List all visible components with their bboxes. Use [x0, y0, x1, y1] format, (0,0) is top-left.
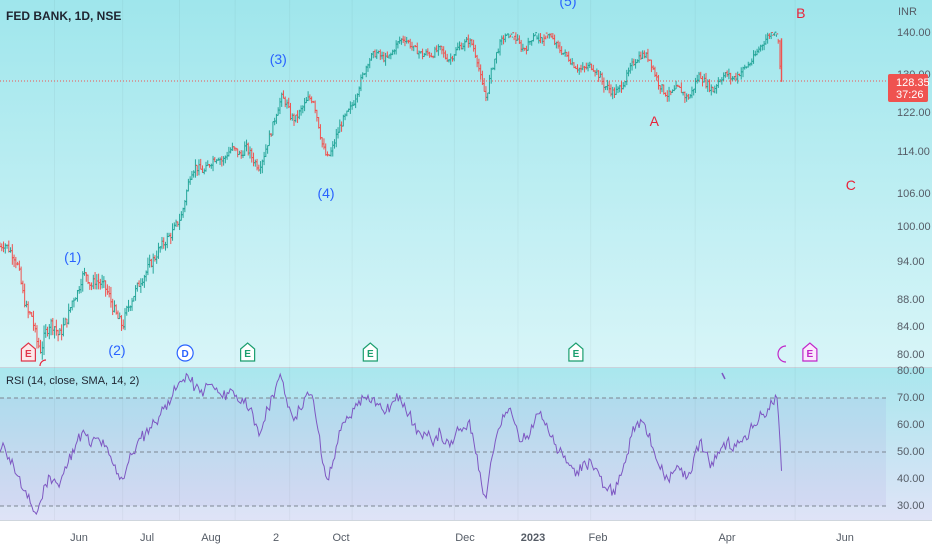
- rsi-indicator: [0, 372, 886, 516]
- chart-title: FED BANK, 1D, NSE: [6, 9, 121, 23]
- wave-circle-mark: [777, 345, 787, 363]
- time-axis-label: Jun: [70, 532, 88, 544]
- price-axis-label: 88.00: [897, 294, 925, 306]
- price-axis-label: 106.00: [897, 188, 931, 200]
- event-badge-letter: E: [573, 349, 580, 360]
- wave-label: (1): [64, 249, 81, 265]
- price-axis-label: 94.00: [897, 256, 925, 268]
- event-badge[interactable]: E: [802, 342, 818, 362]
- price-axis-label: 84.00: [897, 321, 925, 333]
- price-axis-label: 140.00: [897, 27, 931, 39]
- rsi-line: [0, 372, 782, 516]
- price-pane[interactable]: [0, 0, 932, 367]
- rsi-axis-label: 70.00: [897, 392, 925, 404]
- event-badge-letter: D: [182, 349, 189, 360]
- event-badge[interactable]: E: [362, 342, 378, 362]
- price-axis-label: 100.00: [897, 221, 931, 233]
- time-axis-label: Oct: [332, 532, 349, 544]
- event-badge[interactable]: E: [240, 342, 256, 362]
- price-axis-label: 122.00: [897, 107, 931, 119]
- wave-label: (3): [270, 51, 287, 67]
- countdown-timer: 37:26: [896, 89, 924, 101]
- event-badge[interactable]: D: [176, 344, 194, 362]
- time-axis-label: 2023: [521, 532, 545, 544]
- price-axis-label: 114.00: [897, 146, 930, 158]
- rsi-mark: [721, 372, 726, 380]
- wave-label: (5): [559, 0, 576, 9]
- grid-lines: [54, 0, 796, 520]
- time-axis-label: Dec: [455, 532, 475, 544]
- x-axis[interactable]: [0, 520, 932, 550]
- last-price-value: 128.35: [896, 77, 930, 89]
- rsi-axis-label: 30.00: [897, 500, 925, 512]
- time-axis-label: Feb: [589, 532, 608, 544]
- last-price-tag[interactable]: 128.35 37:26: [888, 74, 930, 102]
- event-badge-letter: E: [367, 349, 374, 360]
- wave-label: (2): [108, 342, 125, 358]
- time-axis-label: Jun: [836, 532, 854, 544]
- rsi-axis-label: 40.00: [897, 473, 925, 485]
- rsi-axis-label: 60.00: [897, 419, 925, 431]
- wave-label: (4): [317, 185, 334, 201]
- wave-circle-mark: [39, 359, 47, 367]
- price-axis-label: 80.00: [897, 349, 925, 361]
- event-badge-letter: E: [25, 349, 32, 360]
- rsi-title: RSI (14, close, SMA, 14, 2): [6, 375, 139, 387]
- event-badge-letter: E: [244, 349, 251, 360]
- ohlc-bars: [0, 31, 783, 360]
- time-axis-label: Apr: [718, 532, 735, 544]
- wave-labels: (1) (2) (3) (4) (5) A B C: [64, 0, 856, 358]
- rsi-axis-label: 80.00: [897, 365, 925, 377]
- event-badge-letter: E: [807, 349, 814, 360]
- wave-label: A: [650, 113, 660, 129]
- wave-label: B: [796, 5, 805, 21]
- time-axis-label: Aug: [201, 532, 221, 544]
- rsi-axis-label: 50.00: [897, 446, 925, 458]
- time-axis-label: 2: [273, 532, 279, 544]
- wave-label: C: [846, 177, 856, 193]
- event-badge[interactable]: E: [20, 342, 36, 362]
- time-axis-label: Jul: [140, 532, 154, 544]
- currency-label: INR: [898, 6, 917, 18]
- event-badge[interactable]: E: [568, 342, 584, 362]
- rsi-pane[interactable]: [0, 368, 932, 520]
